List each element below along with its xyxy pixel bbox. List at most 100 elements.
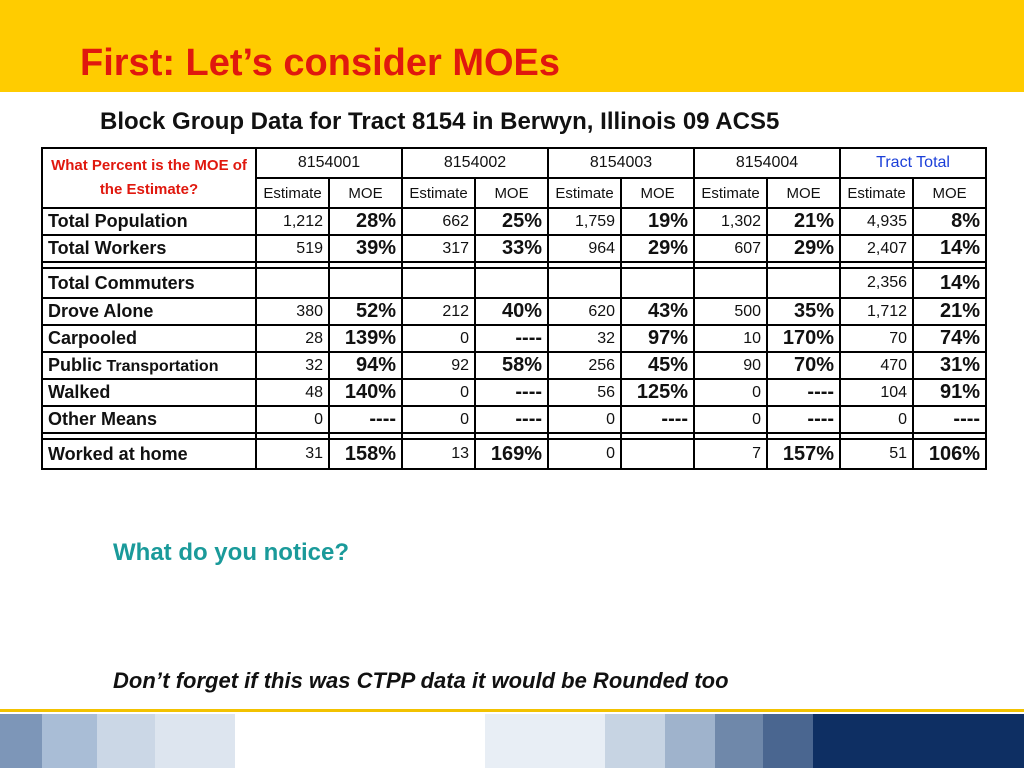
estimate-header: Estimate: [839, 177, 915, 209]
moe-cell: 31%: [912, 351, 988, 380]
moe-cell: ----: [766, 405, 842, 434]
moe-cell: [327, 267, 404, 299]
estimate-cell: [547, 267, 623, 299]
estimate-cell: 0: [401, 324, 477, 353]
estimate-header: Estimate: [255, 177, 330, 209]
estimate-cell: [401, 267, 477, 299]
moe-cell: 52%: [327, 297, 404, 326]
header-band: [0, 0, 1024, 92]
moe-cell: 97%: [620, 324, 696, 353]
moe-cell: 28%: [327, 207, 404, 236]
spacer-cell: [547, 261, 623, 269]
spacer-cell: [474, 261, 550, 269]
estimate-header: Estimate: [401, 177, 477, 209]
row-label: Walked: [41, 378, 257, 407]
moe-cell: 35%: [766, 297, 842, 326]
estimate-cell: 0: [547, 438, 623, 470]
row-label: Total Commuters: [41, 267, 257, 299]
row-label-suffix: Transportation: [102, 358, 219, 375]
estimate-header: Estimate: [693, 177, 769, 209]
moe-cell: 74%: [912, 324, 988, 353]
estimate-cell: 519: [255, 234, 330, 263]
footer-color-block: [763, 714, 813, 768]
moe-cell: 157%: [766, 438, 842, 470]
moe-cell: ----: [620, 405, 696, 434]
moe-header: MOE: [620, 177, 696, 209]
estimate-cell: 56: [547, 378, 623, 407]
footer-color-block: [97, 714, 155, 768]
spacer-cell: [912, 261, 988, 269]
moe-header: MOE: [327, 177, 404, 209]
estimate-cell: [693, 267, 769, 299]
moe-cell: [766, 267, 842, 299]
spacer-row: [41, 261, 988, 269]
estimate-cell: 0: [693, 378, 769, 407]
footer-color-block: [0, 714, 42, 768]
spacer-cell: [766, 261, 842, 269]
spacer-cell: [620, 432, 696, 440]
spacer-cell: [547, 432, 623, 440]
group-header: 8154001: [254, 147, 404, 179]
moe-cell: 29%: [766, 234, 842, 263]
footer-color-block: [715, 714, 763, 768]
estimate-cell: 32: [547, 324, 623, 353]
estimate-cell: 0: [401, 405, 477, 434]
footer-color-block: [485, 714, 605, 768]
moe-cell: 39%: [327, 234, 404, 263]
moe-cell: ----: [912, 405, 988, 434]
estimate-cell: 10: [693, 324, 769, 353]
estimate-cell: [255, 267, 330, 299]
question-label: What Percent is the MOE of the Estimate?: [41, 147, 257, 209]
estimate-cell: 0: [547, 405, 623, 434]
group-header: 8154003: [547, 147, 696, 179]
table-row: Public Transportation 32 94% 92 58% 256 45% 90 7…: [41, 351, 988, 380]
row-label-text: Walked: [48, 382, 111, 402]
moe-cell: 70%: [766, 351, 842, 380]
row-label: Public Transportation: [41, 351, 257, 380]
moe-cell: [620, 438, 696, 470]
estimate-cell: 1,302: [693, 207, 769, 236]
moe-cell: ----: [474, 324, 550, 353]
moe-cell: ----: [766, 378, 842, 407]
moe-cell: 125%: [620, 378, 696, 407]
footnote: Don’t forget if this was CTPP data it wo…: [113, 668, 729, 693]
estimate-cell: 212: [401, 297, 477, 326]
table-row: Other Means 0 ---- 0 ---- 0 ---- 0 ---- 0 ----: [41, 405, 988, 434]
estimate-cell: 48: [255, 378, 330, 407]
estimate-cell: 0: [693, 405, 769, 434]
row-label-text: Public: [48, 355, 103, 375]
table-row: Total Population 1,212 28% 662 25% 1,759 19% 1,…: [41, 207, 988, 236]
moe-table: What Percent is the MOE of the Estimate?…: [41, 147, 988, 470]
estimate-cell: 317: [401, 234, 477, 263]
footer-rule: [0, 709, 1024, 712]
moe-cell: 14%: [912, 267, 988, 299]
table-row: Walked 48 140% 0 ---- 56 125% 0 ---- 104 91%: [41, 378, 988, 407]
moe-cell: [474, 267, 550, 299]
row-label: Other Means: [41, 405, 257, 434]
footer-band: [0, 714, 1024, 768]
spacer-cell: [401, 261, 477, 269]
footer-color-block: [665, 714, 715, 768]
moe-cell: 158%: [327, 438, 404, 470]
spacer-cell: [401, 432, 477, 440]
spacer-cell: [693, 432, 769, 440]
moe-cell: 21%: [912, 297, 988, 326]
estimate-cell: 1,712: [839, 297, 915, 326]
group-header: 8154004: [693, 147, 842, 179]
moe-cell: ----: [474, 378, 550, 407]
moe-cell: 19%: [620, 207, 696, 236]
row-label-text: Carpooled: [48, 328, 138, 348]
estimate-cell: 13: [401, 438, 477, 470]
moe-cell: 43%: [620, 297, 696, 326]
moe-cell: 91%: [912, 378, 988, 407]
estimate-cell: 32: [255, 351, 330, 380]
spacer-cell: [255, 261, 330, 269]
table-title: Block Group Data for Tract 8154 in Berwy…: [100, 108, 780, 135]
row-label-text: Other Means: [48, 409, 158, 429]
estimate-cell: 0: [255, 405, 330, 434]
moe-cell: 29%: [620, 234, 696, 263]
row-label: Carpooled: [41, 324, 257, 353]
moe-cell: ----: [474, 405, 550, 434]
estimate-cell: 4,935: [839, 207, 915, 236]
table-row: Worked at home 31 158% 13 169% 0 7 157% 51 106%: [41, 438, 988, 470]
